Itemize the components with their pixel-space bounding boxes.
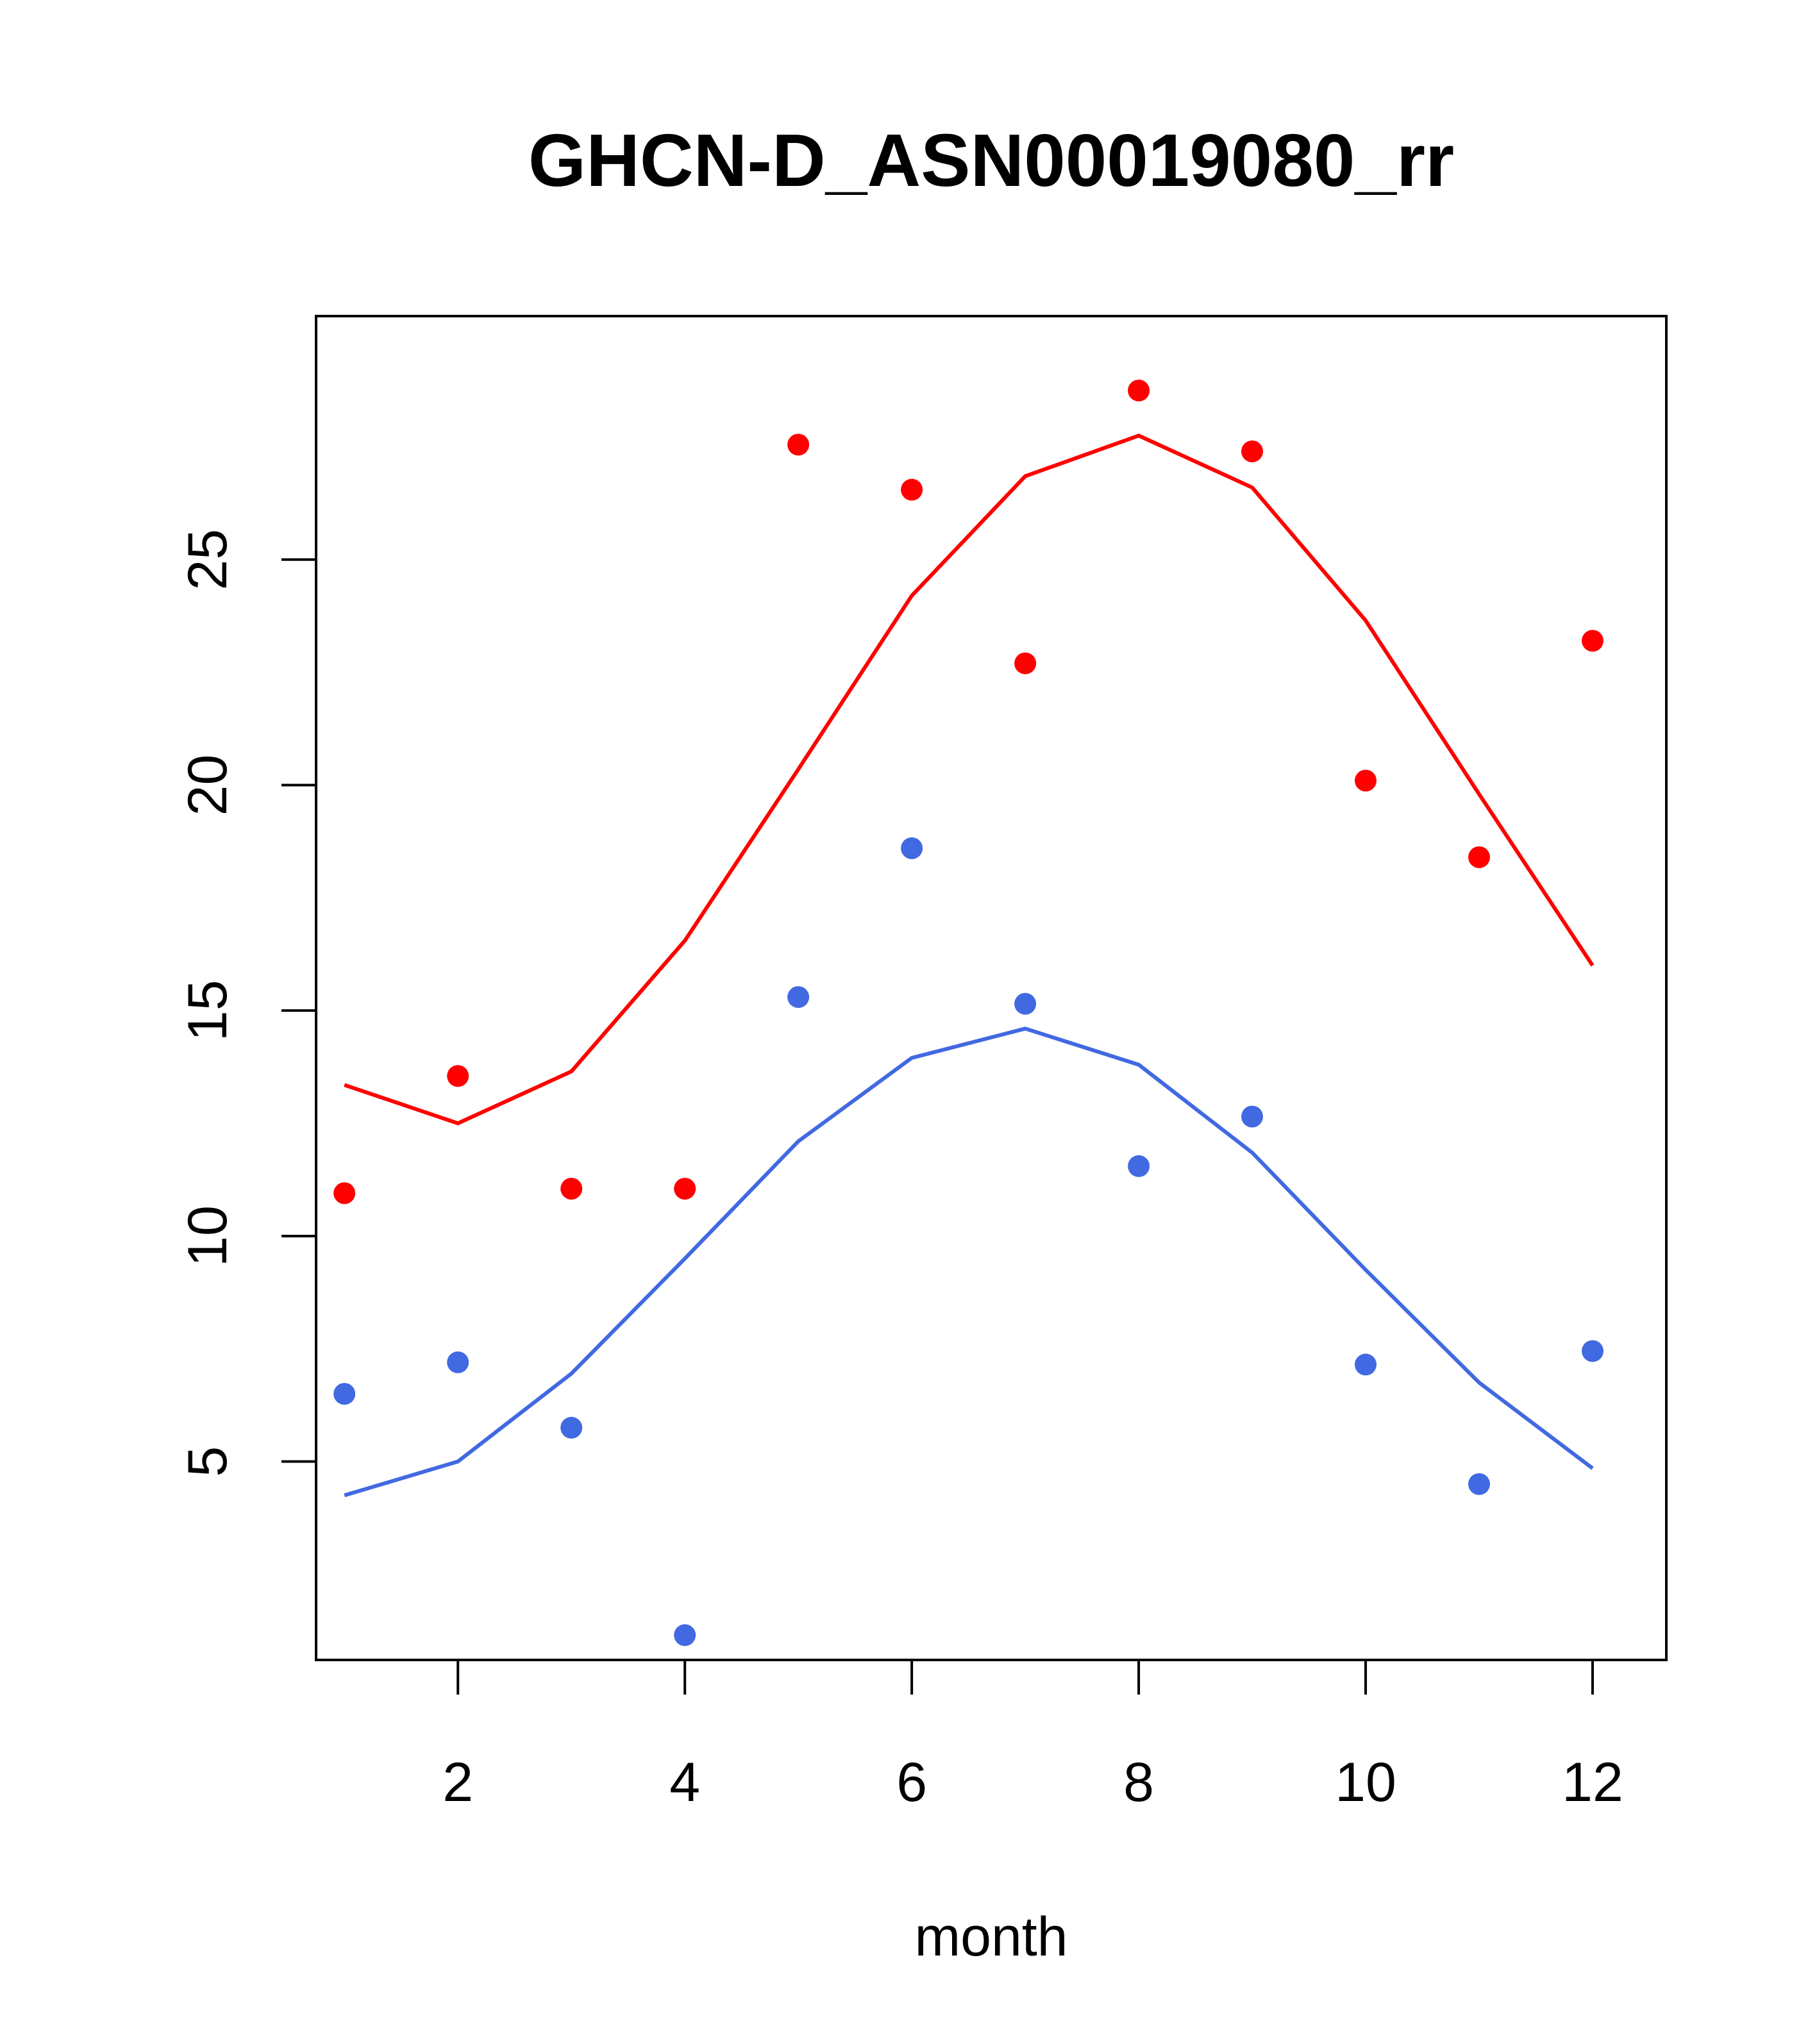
data-point-red-points-5: [787, 433, 810, 456]
data-point-blue-points-1: [333, 1383, 356, 1405]
plot-frame: [315, 315, 1668, 1661]
data-point-blue-points-2: [447, 1351, 469, 1373]
data-point-blue-points-6: [901, 837, 923, 859]
x-tick-label-10: 10: [1335, 1752, 1396, 1813]
y-tick-label-10: 10: [177, 1205, 239, 1267]
y-tick-label-5: 5: [177, 1446, 239, 1477]
data-point-red-points-1: [333, 1182, 356, 1204]
chart-title: GHCN-D_ASN00019080_rr: [528, 119, 1454, 202]
series-line-blue-line: [344, 1026, 1594, 1498]
x-tick-label-12: 12: [1562, 1752, 1623, 1813]
series-line-red-line: [344, 433, 1595, 1125]
x-tick-label-2: 2: [442, 1752, 473, 1813]
data-point-blue-points-10: [1355, 1353, 1377, 1376]
data-point-red-points-2: [447, 1065, 469, 1087]
x-tick-label-8: 8: [1123, 1752, 1154, 1813]
x-axis-label: month: [914, 1906, 1068, 1968]
data-point-red-points-8: [1128, 380, 1150, 402]
x-tick-label-6: 6: [896, 1752, 927, 1813]
series-points: [333, 380, 1603, 1646]
series-lines: [344, 433, 1595, 1498]
x-axis: 2 4 6 8 10 12: [442, 1660, 1623, 1813]
data-point-blue-points-5: [787, 986, 810, 1009]
y-axis: 5 10 15 20 25: [177, 529, 316, 1477]
data-point-red-points-12: [1582, 630, 1603, 652]
data-point-red-points-9: [1241, 440, 1263, 462]
data-point-red-points-10: [1355, 769, 1377, 792]
data-point-blue-points-9: [1241, 1105, 1263, 1128]
data-point-red-points-11: [1468, 846, 1490, 868]
data-point-blue-points-11: [1468, 1473, 1490, 1495]
data-point-blue-points-8: [1128, 1155, 1150, 1177]
data-point-red-points-4: [674, 1178, 696, 1200]
data-point-blue-points-12: [1582, 1340, 1603, 1362]
y-tick-label-25: 25: [177, 529, 239, 591]
data-point-red-points-6: [901, 478, 923, 501]
data-point-red-points-7: [1014, 652, 1037, 674]
data-point-blue-points-4: [674, 1624, 696, 1646]
x-tick-label-4: 4: [669, 1752, 700, 1813]
y-tick-label-15: 15: [177, 980, 239, 1041]
data-point-blue-points-7: [1014, 993, 1037, 1015]
data-point-blue-points-3: [560, 1416, 583, 1439]
y-tick-label-20: 20: [177, 755, 239, 816]
data-point-red-points-3: [560, 1178, 583, 1200]
